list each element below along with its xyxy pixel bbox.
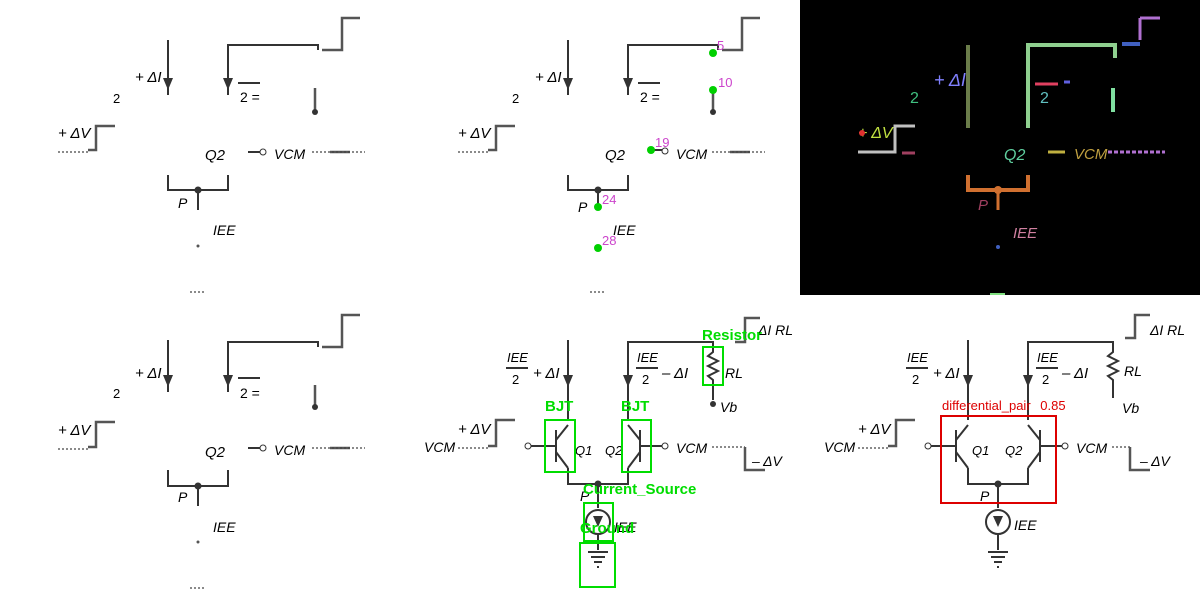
label-plus-dI: + ΔI: [135, 69, 162, 86]
label-dI-rl-6: ΔI RL: [1149, 322, 1185, 338]
label-minus-dV-6: – ΔV: [1139, 453, 1172, 469]
keypoint-label-24: 24: [602, 192, 616, 207]
label-plus-dV-2: + ΔV: [458, 125, 492, 142]
label-iee: IEE: [213, 222, 236, 238]
seg-label-plus-dV: + ΔV: [858, 125, 894, 142]
label-iee-frac-right-6: IEE: [1037, 350, 1058, 365]
panel-original-partial: 2 + ΔI 2 = + ΔV Q2 VCM P IEE: [58, 16, 365, 293]
label-dI-rl-5: ΔI RL: [757, 322, 793, 338]
classification-box: [940, 415, 1057, 504]
label-q2-6: Q2: [1005, 443, 1023, 458]
label-frac-two-right-6: 2: [1042, 372, 1049, 387]
keypoint-label-19: 19: [655, 135, 669, 150]
label-minus-dI-6: – ΔI: [1061, 365, 1088, 382]
label-plus-dI-6: + ΔI: [933, 365, 960, 382]
label-two-3: 2: [113, 386, 120, 401]
keypoint-label-10: 10: [718, 75, 732, 90]
detection-box-bjt-right: [621, 419, 652, 473]
label-vcm-right-5: VCM: [676, 440, 707, 456]
seg-label-vcm: VCM: [1074, 146, 1108, 163]
label-vb-6: Vb: [1122, 400, 1139, 416]
label-q1-6: Q1: [972, 443, 989, 458]
keypoint-5: [709, 49, 717, 57]
label-two-eq-2: 2 =: [640, 89, 660, 105]
label-q2-2: Q2: [605, 147, 626, 164]
label-plus-dV-3: + ΔV: [58, 422, 92, 439]
detection-box-ground: [579, 542, 616, 588]
detection-label-current-source: Current_Source: [583, 481, 696, 498]
label-q2-5: Q2: [605, 443, 623, 458]
detection-box-current-source: [583, 502, 614, 542]
label-iee-frac-left: IEE: [507, 350, 528, 365]
label-two-2: 2: [512, 91, 519, 106]
label-rl-6: RL: [1124, 363, 1142, 379]
label-plus-dV-5: + ΔV: [458, 421, 492, 438]
detection-box-resistor: [702, 346, 724, 386]
label-plus-dI-3: + ΔI: [135, 365, 162, 382]
label-q1-5: Q1: [575, 443, 592, 458]
label-q2-3: Q2: [205, 444, 226, 461]
label-rl-5: RL: [725, 365, 743, 381]
label-iee-2: IEE: [613, 222, 636, 238]
label-plus-dV: + ΔV: [58, 125, 92, 142]
label-iee-5: IEE: [614, 519, 637, 535]
keypoint-28: [594, 244, 602, 252]
label-p-5: P: [580, 488, 590, 504]
panel-original-partial-2: 2 + ΔI 2 = + ΔV Q2 VCM P IEE: [58, 313, 365, 589]
keypoint-19: [647, 146, 655, 154]
label-two: 2: [113, 91, 120, 106]
detection-label-resistor: Resistor: [702, 327, 762, 344]
label-vb-5: Vb: [720, 399, 737, 415]
label-vcm-left-6: VCM: [824, 439, 855, 455]
label-plus-dI-2: + ΔI: [535, 69, 562, 86]
label-vcm-left-5: VCM: [424, 439, 455, 455]
label-plus-dI-5: + ΔI: [533, 365, 560, 382]
panel-segmentation: + ΔI 2 2 + ΔV Q2 VCM P IEE: [800, 0, 1200, 295]
seg-label-q2: Q2: [1004, 147, 1025, 164]
keypoint-label-5: 5: [717, 38, 724, 53]
seg-label-plus-dI: + ΔI: [934, 70, 966, 90]
detection-label-bjt-left: BJT: [545, 398, 573, 415]
label-vcm-right-6: VCM: [1076, 440, 1107, 456]
label-minus-dI-5: – ΔI: [661, 365, 688, 382]
label-p-3: P: [178, 489, 188, 505]
label-two-eq: 2 =: [240, 89, 260, 105]
label-vcm-2: VCM: [676, 146, 707, 162]
detection-label-ground: Ground: [580, 520, 634, 537]
label-plus-dV-6: + ΔV: [858, 421, 892, 438]
label-frac-two-left-6: 2: [912, 372, 919, 387]
panel-detections: IEE 2 + ΔI IEE 2 – ΔI RL Vb ΔI RL VCM + …: [424, 316, 793, 588]
label-minus-dV-5: – ΔV: [751, 453, 784, 469]
label-iee-frac-right: IEE: [637, 350, 658, 365]
label-two-eq-3: 2 =: [240, 385, 260, 401]
label-p-2: P: [578, 199, 588, 215]
label-q2: Q2: [205, 147, 226, 164]
label-iee-6: IEE: [1014, 517, 1037, 533]
seg-label-two: 2: [910, 90, 919, 107]
label-frac-two-right: 2: [642, 372, 649, 387]
classification-label: differential_pair 0.85: [942, 398, 1066, 413]
label-vcm-3: VCM: [274, 442, 305, 458]
seg-label-iee: IEE: [1013, 225, 1038, 242]
label-vcm: VCM: [274, 146, 305, 162]
keypoint-24: [594, 203, 602, 211]
label-p-6: P: [980, 488, 990, 504]
detection-box-bjt-left: [544, 419, 576, 473]
panel-keypoints: 2 + ΔI 2 = + ΔV Q2 VCM P IEE 5 10 19 24: [458, 16, 765, 293]
detection-label-bjt-right: BJT: [621, 398, 649, 415]
label-p: P: [178, 195, 188, 211]
keypoint-label-28: 28: [602, 233, 616, 248]
seg-label-p: P: [978, 197, 988, 214]
seg-label-two-right: 2: [1040, 90, 1049, 107]
classification-name: differential_pair: [942, 398, 1031, 413]
classification-score: 0.85: [1040, 398, 1065, 413]
label-frac-two-left: 2: [512, 372, 519, 387]
panel-classification: IEE 2 + ΔI IEE 2 – ΔI RL Vb ΔI RL VCM + …: [824, 313, 1185, 568]
label-iee-frac-left-6: IEE: [907, 350, 928, 365]
label-iee-3: IEE: [213, 519, 236, 535]
keypoint-10: [709, 86, 717, 94]
